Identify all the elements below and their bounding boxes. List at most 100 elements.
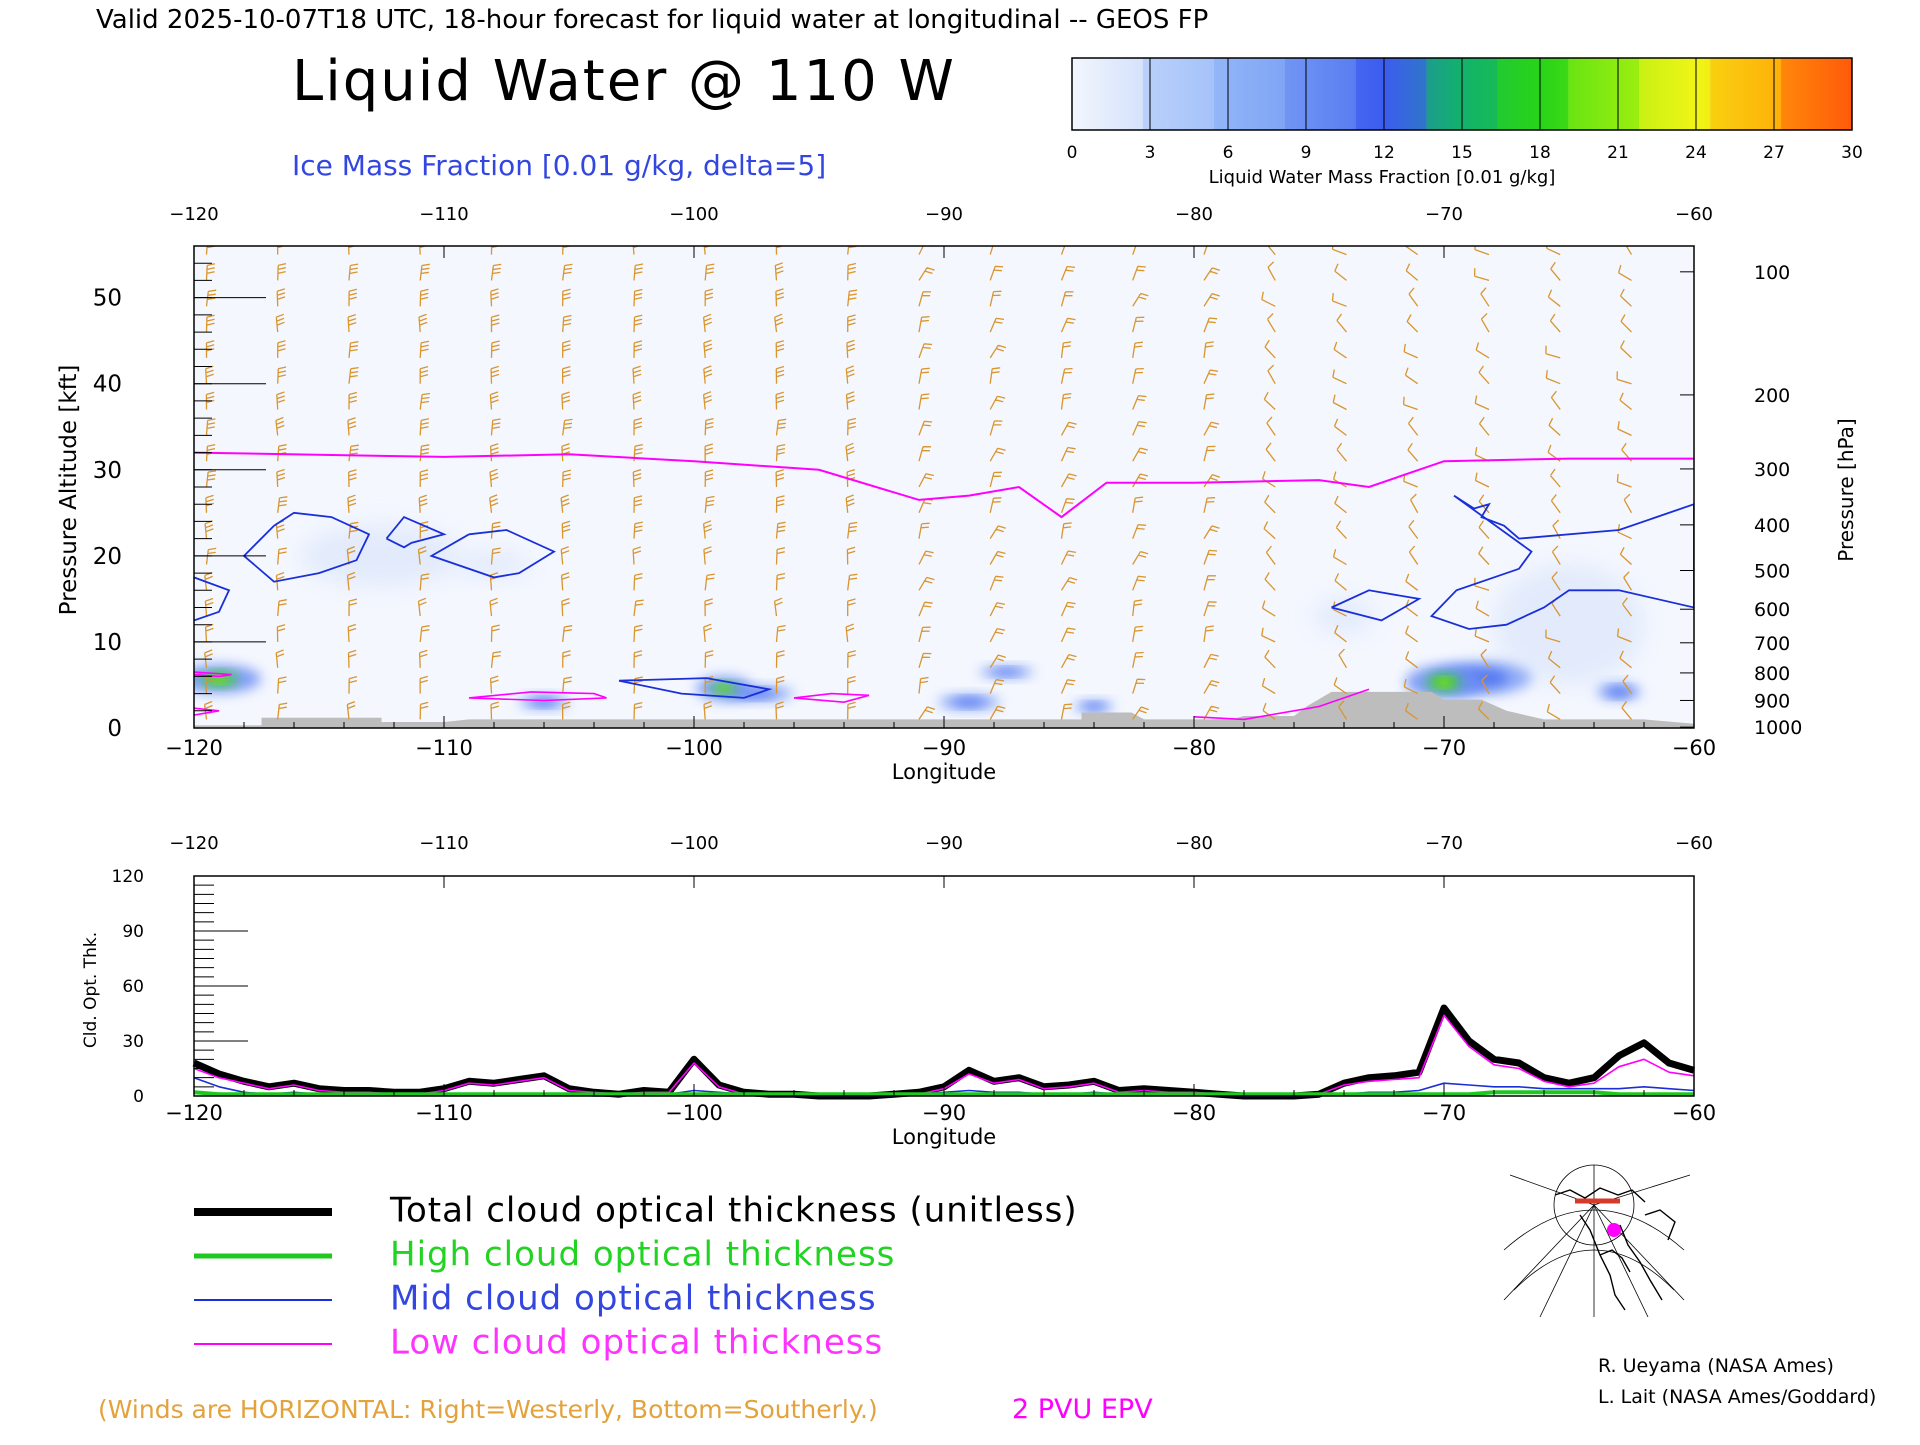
y-tick-label: 20	[93, 544, 122, 570]
x-tick-label: −110	[415, 736, 473, 760]
pressure-label: Pressure [hPa]	[1834, 418, 1858, 561]
liquid-water-peak	[719, 685, 729, 691]
legend-label-low: Low cloud optical thickness	[390, 1323, 883, 1363]
colorbar-tick-label: 30	[1841, 143, 1863, 163]
top-xlabel: Longitude	[892, 760, 996, 784]
x-tick-label: −70	[1422, 1101, 1466, 1125]
ice-contours	[194, 494, 1694, 699]
bottom-xlabel: Longitude	[892, 1125, 996, 1149]
y-tick-label: 120	[112, 867, 144, 887]
low-epv-contour	[793, 692, 870, 704]
y-tick-label: 0	[133, 1087, 144, 1107]
x-tick-label-top: −80	[1175, 204, 1213, 225]
wind-barb-field	[203, 246, 1633, 720]
colorbar-tick-label: 3	[1145, 143, 1156, 163]
ice-contour	[429, 529, 556, 579]
colorbar-tick-label: 21	[1607, 143, 1629, 163]
locator-map	[1494, 1162, 1694, 1318]
x-tick-label: −80	[1172, 1101, 1216, 1125]
low-epv-contour	[194, 707, 220, 716]
ice-contour	[385, 516, 447, 549]
x-tick-label: −70	[1422, 736, 1466, 760]
plot-background	[194, 246, 1694, 728]
x-tick-label-top: −120	[169, 833, 218, 854]
pressure-tick-label: 600	[1754, 599, 1790, 621]
y-tick-label: 10	[93, 630, 122, 656]
x-tick-label: −120	[165, 736, 223, 760]
low-epv-contour	[194, 671, 232, 678]
liquid-water-patch	[300, 525, 463, 586]
x-tick-label: −90	[922, 736, 966, 760]
pressure-tick-label: 100	[1754, 262, 1790, 284]
legend-label-high: High cloud optical thickness	[390, 1235, 895, 1275]
liquid-water-patch	[1494, 564, 1644, 685]
x-tick-label: −100	[665, 1101, 723, 1125]
credit-ueyama: R. Ueyama (NASA Ames)	[1598, 1355, 1834, 1377]
liquid-water-core	[991, 668, 1022, 676]
terrain	[194, 691, 1694, 728]
chart-title: Liquid Water @ 110 W	[292, 49, 956, 114]
pressure-tick-label: 700	[1754, 633, 1790, 655]
x-tick-label-top: −120	[169, 204, 218, 225]
y-tick-label: 50	[93, 286, 122, 312]
x-tick-label: −110	[415, 1101, 473, 1125]
x-tick-label-top: −80	[1175, 833, 1213, 854]
pressure-tick-label: 1000	[1754, 717, 1802, 739]
legend-label-total: Total cloud optical thickness (unitless)	[389, 1191, 1078, 1231]
bottom-ylabel: Cld. Opt. Thk.	[81, 932, 101, 1048]
y-tick-label: 60	[122, 977, 144, 997]
y-tick-label: 0	[107, 716, 122, 742]
liquid-water-core	[1606, 687, 1632, 697]
low-epv-contour	[468, 691, 607, 702]
x-tick-label-top: −60	[1675, 833, 1713, 854]
epv-label: 2 PVU EPV	[1012, 1394, 1153, 1425]
winds-note: (Winds are HORIZONTAL: Right=Westerly, B…	[98, 1395, 878, 1424]
y-tick-label: 90	[122, 922, 144, 942]
pressure-tick-label: 300	[1754, 459, 1790, 481]
map-location-marker	[1607, 1223, 1621, 1237]
top-axes: −120 −120 −110 −110 −100 −100 −90 −90 −80 −80 −70 −…	[93, 204, 1803, 760]
chart-subtitle: Ice Mass Fraction [0.01 g/kg, delta=5]	[292, 149, 826, 182]
optical-thickness-panel: −120 −120 −110 −110 −100 −100 −90 −90 −80 −80 −70 −…	[81, 833, 1716, 1149]
colorbar-tick-label: 18	[1529, 143, 1551, 163]
colorbar-tick-label: 15	[1451, 143, 1473, 163]
x-tick-label-top: −70	[1425, 204, 1463, 225]
credit-lait: L. Lait (NASA Ames/Goddard)	[1598, 1386, 1876, 1408]
legend-label-mid: Mid cloud optical thickness	[390, 1279, 877, 1319]
x-tick-label-top: −110	[419, 204, 468, 225]
y-tick-label: 30	[122, 1032, 144, 1052]
x-tick-label-top: −90	[925, 204, 963, 225]
ice-contour	[1331, 589, 1422, 622]
valid-time-line: Valid 2025-10-07T18 UTC, 18-hour forecas…	[96, 5, 1208, 35]
liquid-water-core	[1083, 703, 1105, 710]
epv-line	[194, 451, 1694, 519]
x-tick-label: −60	[1672, 736, 1716, 760]
y-tick-label: 30	[93, 458, 122, 484]
terrain-fill	[194, 691, 1694, 728]
low-epv-contour	[1193, 688, 1370, 721]
liquid-water-peak	[1437, 678, 1451, 686]
x-tick-label-top: −90	[925, 833, 963, 854]
liquid-water-core	[951, 697, 987, 707]
pressure-tick-label: 400	[1754, 515, 1790, 537]
colorbar-tick-label: 0	[1067, 143, 1078, 163]
colorbar-tick-label: 24	[1685, 143, 1707, 163]
ice-contour	[194, 576, 231, 622]
x-tick-label: −100	[665, 736, 723, 760]
liquid-water-peak	[211, 675, 227, 683]
map-coastlines	[1554, 1187, 1676, 1311]
x-tick-label: −120	[165, 1101, 223, 1125]
wind-barbs	[203, 246, 1633, 720]
colorbar-tick-label: 27	[1763, 143, 1785, 163]
pressure-tick-label: 200	[1754, 385, 1790, 407]
x-tick-label: −90	[922, 1101, 966, 1125]
colorbar-label: Liquid Water Mass Fraction [0.01 g/kg]	[1209, 167, 1556, 188]
x-tick-label: −60	[1672, 1101, 1716, 1125]
low-level-contours	[194, 671, 1370, 721]
legend: Total cloud optical thickness (unitless)…	[194, 1191, 1078, 1363]
pressure-tick-label: 800	[1754, 663, 1790, 685]
ice-contour	[618, 677, 773, 699]
colorbar-frame	[1071, 57, 1853, 131]
